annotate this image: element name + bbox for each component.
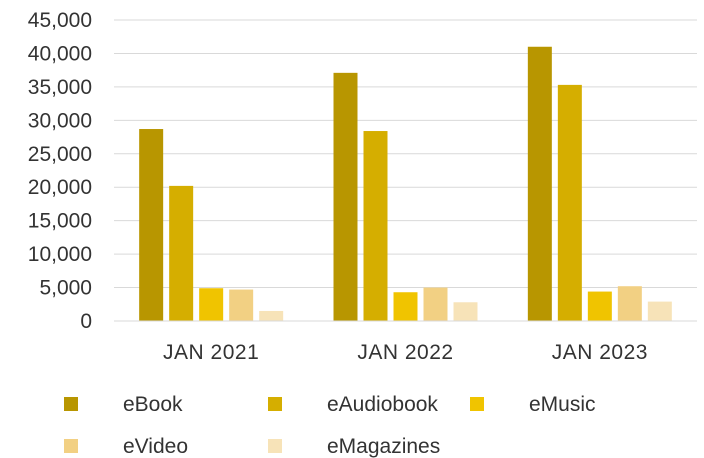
y-axis: 0 5,000 10,000 15,000 20,000 25,000 30,000 35,0… xyxy=(28,9,92,333)
bar-emusic-jan-2022 xyxy=(393,292,418,321)
x-category-label: JAN 2022 xyxy=(357,341,453,364)
legend-swatch xyxy=(268,439,282,453)
bar-eaudiobook-jan-2022 xyxy=(363,131,388,321)
bars xyxy=(139,46,672,321)
legend-swatch xyxy=(64,397,78,411)
y-tick-label: 10,000 xyxy=(28,243,92,266)
bar-emusic-jan-2021 xyxy=(199,288,224,321)
legend-label: eMagazines xyxy=(327,435,440,458)
y-tick-label: 30,000 xyxy=(28,109,92,132)
legend: eBook eAudiobook eMusic eVideo eMagazines xyxy=(64,393,596,458)
y-tick-label: 0 xyxy=(80,310,92,333)
bar-evideo-jan-2022 xyxy=(423,287,448,321)
y-tick-label: 25,000 xyxy=(28,143,92,166)
x-category-label: JAN 2023 xyxy=(552,341,648,364)
y-tick-label: 35,000 xyxy=(28,76,92,99)
bar-ebook-jan-2022 xyxy=(333,72,358,321)
bar-evideo-jan-2023 xyxy=(617,286,642,321)
legend-label: eVideo xyxy=(123,435,188,458)
y-tick-label: 20,000 xyxy=(28,176,92,199)
legend-label: eAudiobook xyxy=(327,393,438,416)
gridlines xyxy=(114,19,697,322)
y-tick-label: 45,000 xyxy=(28,9,92,32)
bar-emusic-jan-2023 xyxy=(587,291,612,321)
bar-emagazines-jan-2023 xyxy=(647,301,672,321)
bar-eaudiobook-jan-2023 xyxy=(557,84,582,321)
x-axis: JAN 2021 JAN 2022 JAN 2023 xyxy=(114,320,697,364)
bar-eaudiobook-jan-2021 xyxy=(169,185,194,321)
legend-label: eBook xyxy=(123,393,183,416)
legend-label: eMusic xyxy=(529,393,596,416)
bar-emagazines-jan-2022 xyxy=(453,302,478,321)
bar-evideo-jan-2021 xyxy=(229,289,254,321)
y-tick-label: 5,000 xyxy=(39,277,92,300)
bar-ebook-jan-2023 xyxy=(527,46,552,321)
y-tick-label: 40,000 xyxy=(28,42,92,65)
y-tick-label: 15,000 xyxy=(28,210,92,233)
legend-swatch xyxy=(64,439,78,453)
bar-ebook-jan-2021 xyxy=(139,129,164,321)
legend-swatch xyxy=(470,397,484,411)
x-category-label: JAN 2021 xyxy=(163,341,259,364)
legend-swatch xyxy=(268,397,282,411)
bar-emagazines-jan-2021 xyxy=(259,310,284,321)
